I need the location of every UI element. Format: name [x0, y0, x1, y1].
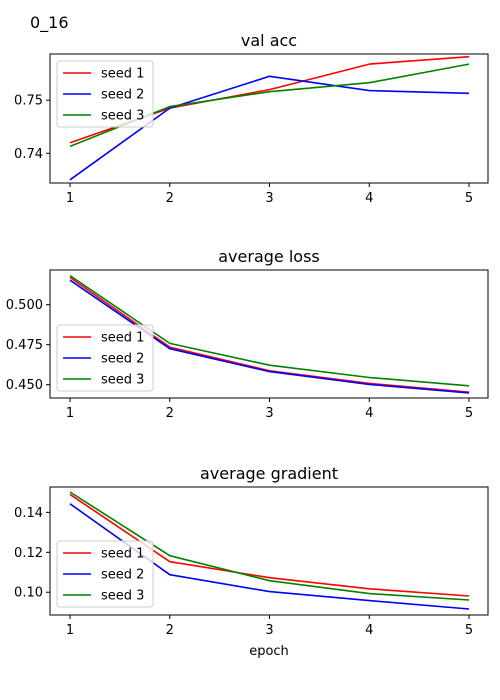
y-tick-label: 0.75 — [14, 94, 43, 109]
series-line-seed-3 — [69, 274, 470, 387]
subplot-1: val acc 1 2 3 4 5 0.74 0.75 seed 1 seed 2 seed 3 — [14, 31, 489, 206]
legend: seed 1 seed 2 seed 3 — [56, 60, 154, 128]
legend-label-seed-1: seed 1 — [101, 547, 144, 562]
legend-box — [56, 540, 154, 608]
y-tick-label: 0.450 — [6, 378, 43, 393]
series-line-seed-3 — [69, 491, 470, 601]
subplot-title: val acc — [241, 31, 297, 50]
legend: seed 1 seed 2 seed 3 — [56, 324, 154, 392]
x-tick-label: 1 — [66, 191, 74, 206]
y-tick-label: 0.74 — [14, 147, 43, 162]
subplot-3: average gradient 1 2 3 4 5 0.10 0.12 0.14 epoch se… — [14, 464, 489, 659]
x-tick-label: 4 — [365, 191, 373, 206]
x-tick-label: 2 — [166, 191, 174, 206]
legend-label-seed-1: seed 1 — [101, 331, 144, 346]
y-tick-label: 0.12 — [14, 546, 43, 561]
legend-label-seed-2: seed 2 — [101, 568, 144, 583]
legend-box — [56, 324, 154, 392]
subplot-title: average loss — [218, 247, 320, 266]
y-tick-label: 0.10 — [14, 586, 43, 601]
x-tick-label: 3 — [265, 623, 273, 638]
x-tick-label: 1 — [66, 406, 74, 421]
legend-box — [56, 60, 154, 128]
x-axis-label: epoch — [249, 644, 289, 659]
x-tick-label: 1 — [66, 623, 74, 638]
series-line-seed-1 — [69, 493, 470, 597]
legend-label-seed-1: seed 1 — [101, 67, 144, 82]
x-tick-label: 2 — [166, 406, 174, 421]
legend-label-seed-2: seed 2 — [101, 352, 144, 367]
legend-label-seed-3: seed 3 — [101, 109, 144, 124]
y-tick-label: 0.475 — [6, 338, 43, 353]
legend-label-seed-2: seed 2 — [101, 88, 144, 103]
y-tick-label: 0.14 — [14, 506, 43, 521]
y-tick-label: 0.500 — [6, 298, 43, 313]
x-tick-label: 5 — [465, 191, 473, 206]
legend-label-seed-3: seed 3 — [101, 589, 144, 604]
x-tick-label: 3 — [265, 406, 273, 421]
series-line-seed-2 — [69, 75, 470, 181]
x-tick-label: 3 — [265, 191, 273, 206]
figure-title: 0_16 — [30, 13, 69, 33]
legend-label-seed-3: seed 3 — [101, 373, 144, 388]
subplot-title: average gradient — [200, 464, 338, 483]
x-tick-label: 4 — [365, 406, 373, 421]
x-tick-label: 5 — [465, 406, 473, 421]
legend: seed 1 seed 2 seed 3 — [56, 540, 154, 608]
x-tick-label: 5 — [465, 623, 473, 638]
x-tick-label: 2 — [166, 623, 174, 638]
x-tick-label: 4 — [365, 623, 373, 638]
